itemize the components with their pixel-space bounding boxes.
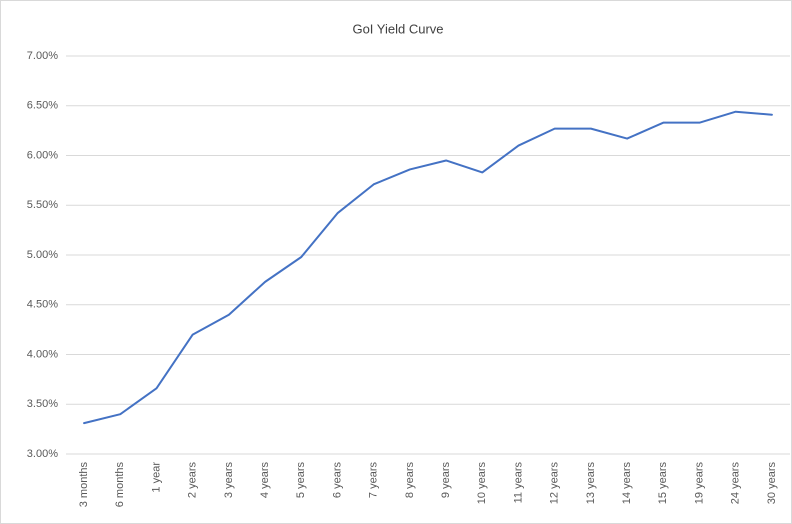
x-tick-label: 19 years [693, 462, 705, 505]
x-tick-label: 3 months [78, 462, 90, 508]
y-tick-label: 3.50% [27, 398, 58, 410]
y-tick-label: 4.50% [27, 299, 58, 311]
y-tick-label: 6.00% [27, 149, 58, 161]
x-tick-label: 1 year [150, 462, 162, 493]
x-tick-label: 7 years [368, 462, 380, 499]
line-series [83, 110, 773, 425]
x-tick-label: 6 months [114, 462, 126, 508]
x-tick-label: 12 years [549, 462, 561, 505]
y-tick-label: 3.00% [27, 448, 58, 460]
x-tick-label: 13 years [585, 462, 597, 505]
y-tick-label: 6.50% [27, 100, 58, 112]
x-tick-label: 3 years [223, 462, 235, 499]
x-tick-label: 15 years [657, 462, 669, 505]
x-tick-label: 4 years [259, 462, 271, 499]
x-tick-label: 9 years [440, 462, 452, 499]
x-tick-label: 10 years [476, 462, 488, 505]
y-tick-label: 7.00% [27, 50, 58, 62]
y-tick-label: 5.00% [27, 249, 58, 261]
chart-title: GoI Yield Curve [352, 21, 443, 36]
x-tick-label: 8 years [404, 462, 416, 499]
x-tick-label: 5 years [295, 462, 307, 499]
y-tick-label: 5.50% [27, 199, 58, 211]
x-tick-label: 24 years [730, 462, 742, 505]
x-tick-label: 30 years [766, 462, 778, 505]
x-tick-label: 6 years [331, 462, 343, 499]
x-tick-label: 14 years [621, 462, 633, 505]
y-tick-label: 4.00% [27, 348, 58, 360]
x-tick-label: 2 years [187, 462, 199, 499]
x-tick-label: 11 years [512, 462, 524, 504]
